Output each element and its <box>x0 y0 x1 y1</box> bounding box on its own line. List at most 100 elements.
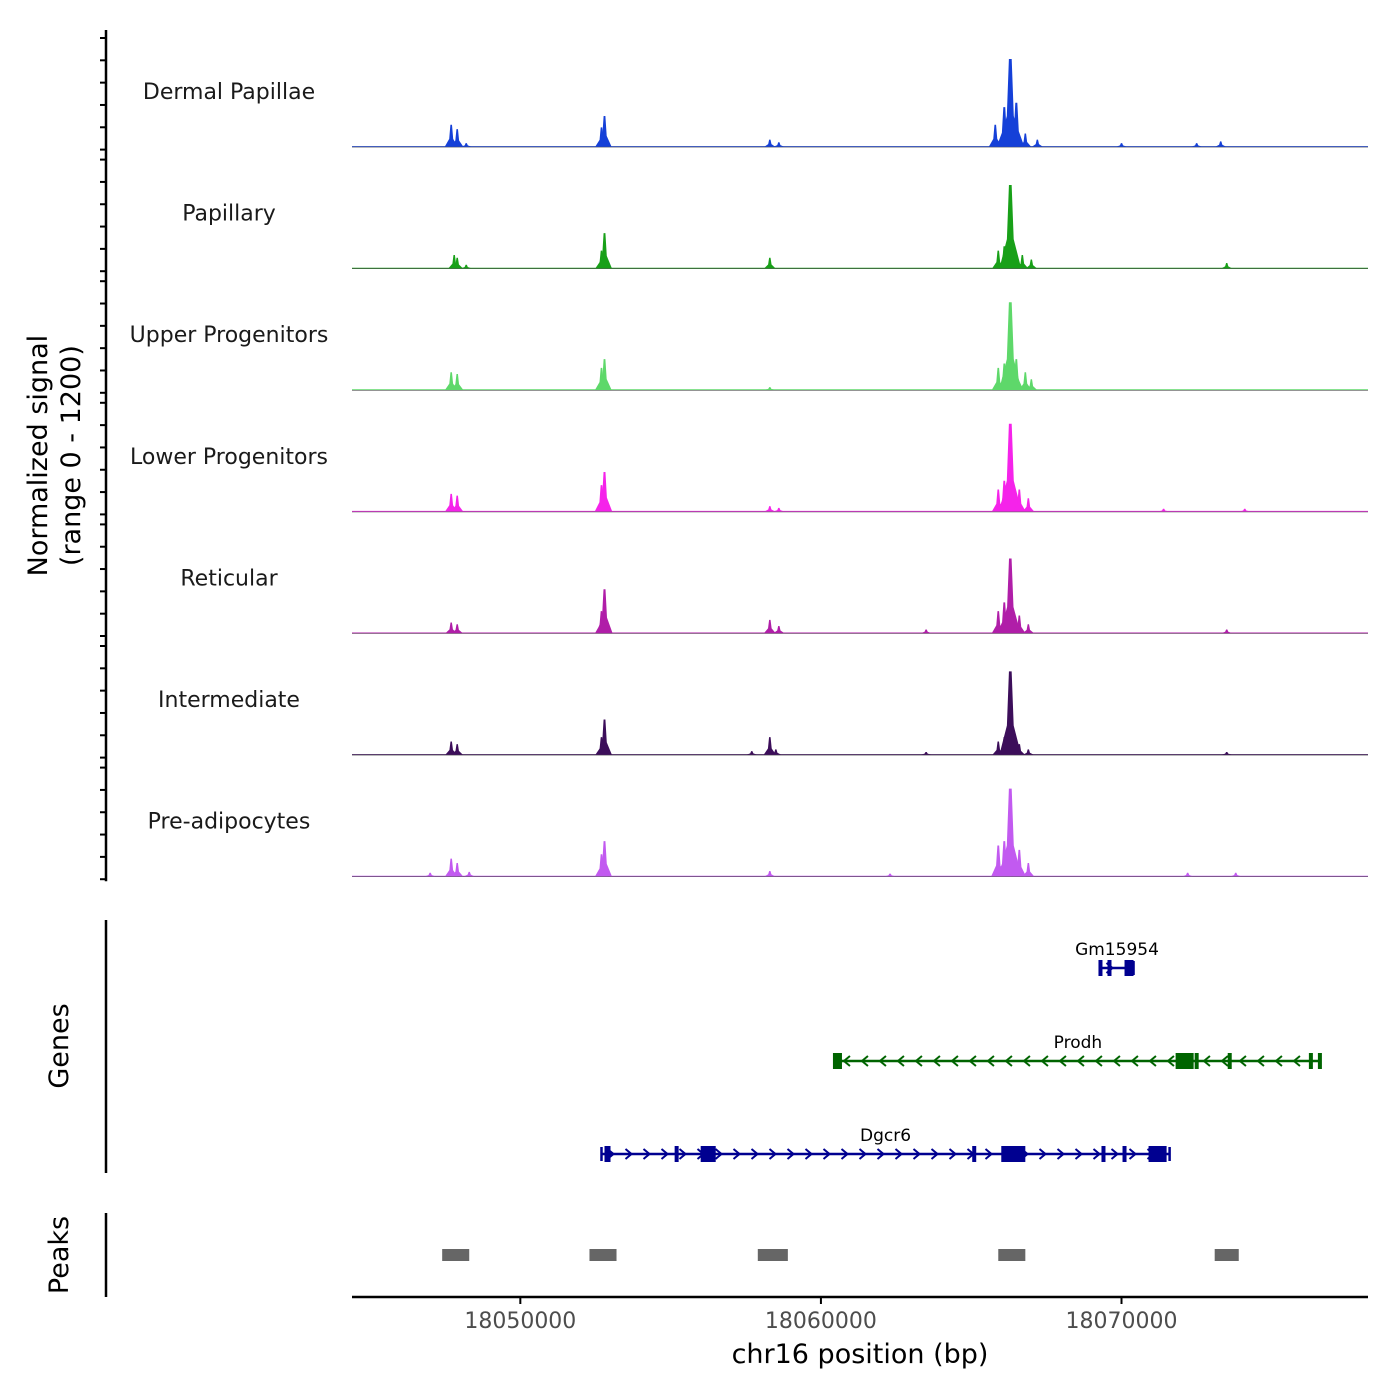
strand-arrow <box>1112 1055 1121 1067</box>
strand-arrow <box>1130 1055 1139 1067</box>
signal-peak <box>451 744 463 755</box>
peak-region <box>757 1249 788 1261</box>
strand-arrow <box>930 1148 940 1160</box>
strand-arrow <box>1128 1148 1138 1160</box>
strand-arrow <box>678 1148 688 1160</box>
strand-arrow <box>878 1055 887 1067</box>
track-reticular: Reticular <box>180 558 1368 634</box>
strand-arrow <box>1040 1055 1049 1067</box>
signal-peak <box>445 372 458 390</box>
exon <box>700 1146 716 1162</box>
strand-arrow <box>842 1055 851 1067</box>
x-axis-title: chr16 position (bp) <box>732 1339 989 1370</box>
strand-arrow <box>822 1148 832 1160</box>
strand-arrow <box>660 1148 670 1160</box>
signal-peak <box>461 264 472 269</box>
peak-region <box>589 1249 617 1261</box>
strand-arrow <box>1292 1055 1301 1067</box>
exon <box>1001 1146 1026 1162</box>
strand-arrow <box>732 1148 742 1160</box>
signal-peak <box>451 374 464 390</box>
strand-arrow <box>896 1055 905 1067</box>
gene-dgcr6: Dgcr6 <box>600 1126 1171 1162</box>
signal-peak <box>597 115 612 147</box>
signal-peak <box>451 257 463 269</box>
exon <box>1175 1053 1194 1069</box>
signal-peak <box>773 507 784 512</box>
signal-peak <box>999 423 1022 512</box>
signal-peak <box>1013 744 1025 755</box>
strand-arrow <box>1004 1055 1013 1067</box>
genes-y-axis: Genes <box>44 920 108 1173</box>
exon <box>1124 960 1134 976</box>
signal-peak <box>770 749 782 755</box>
strand-arrow <box>932 1055 941 1067</box>
exon <box>1148 1146 1167 1162</box>
strand-arrow <box>914 1055 923 1067</box>
signal-peak <box>597 841 612 877</box>
track-label: Intermediate <box>158 688 300 713</box>
strand-arrow <box>1056 1148 1066 1160</box>
signal-peak <box>1116 143 1127 147</box>
x-tick-label: 18060000 <box>765 1309 877 1334</box>
track-pre-adipocytes: Pre-adipocytes <box>148 788 1368 878</box>
signal-peak <box>597 719 612 755</box>
strand-arrow <box>1238 1055 1247 1067</box>
exon-marker <box>972 1146 977 1162</box>
signal-peak <box>764 506 776 512</box>
strand-arrow <box>1110 1148 1120 1160</box>
gene-track: Gm15954 Prodh Dgcr6 <box>600 940 1322 1162</box>
track-label: Papillary <box>182 202 276 227</box>
signal-peak <box>764 387 775 390</box>
signal-peak <box>451 624 463 633</box>
strand-arrow <box>1148 1055 1157 1067</box>
signal-peak <box>1032 139 1043 147</box>
signal-peak <box>999 184 1022 269</box>
signal-peak <box>445 622 457 633</box>
signal-peak <box>885 873 896 877</box>
strand-arrow <box>750 1148 760 1160</box>
signal-peak <box>1239 508 1250 512</box>
strand-arrow <box>1038 1148 1048 1160</box>
genes-axis-title: Genes <box>44 1003 75 1088</box>
track-label: Upper Progenitors <box>130 323 329 348</box>
strand-arrow <box>948 1148 958 1160</box>
signal-peak <box>1000 558 1021 633</box>
signal-peak <box>1221 751 1232 755</box>
signal-peak <box>988 124 1002 147</box>
signal-peak <box>444 124 458 147</box>
strand-arrow <box>1022 1055 1031 1067</box>
signal-peak <box>999 788 1022 877</box>
signal-peak <box>445 858 458 877</box>
signal-axis-title-line2: (range 0 - 1200) <box>56 345 87 566</box>
strand-arrow <box>1220 1055 1229 1067</box>
peaks-axis-title: Peaks <box>44 1216 75 1294</box>
peak-track <box>442 1249 1239 1261</box>
signal-peak <box>1221 262 1232 269</box>
signal-peak <box>1012 849 1027 877</box>
strand-arrow <box>1274 1055 1283 1067</box>
signal-y-axis: Normalized signal(range 0 - 1200) <box>23 30 108 882</box>
signal-peak <box>1221 629 1232 633</box>
track-intermediate: Intermediate <box>158 671 1368 756</box>
signal-peak <box>451 129 464 147</box>
x-axis: 18050000 18060000 18070000 chr16 position (… <box>352 1295 1368 1370</box>
track-upper-progenitors: Upper Progenitors <box>130 302 1368 391</box>
strand-arrow <box>1094 1055 1103 1067</box>
strand-arrow <box>860 1055 869 1067</box>
track-label: Reticular <box>180 566 278 591</box>
gene-label: Dgcr6 <box>860 1126 911 1146</box>
strand-arrow <box>984 1148 994 1160</box>
signal-peak <box>1025 259 1037 269</box>
peak-region <box>998 1249 1026 1261</box>
signal-peak <box>1019 372 1032 390</box>
x-tick-label: 18070000 <box>1066 1309 1178 1334</box>
signal-peak <box>1230 872 1241 877</box>
exon-marker <box>1101 1146 1106 1162</box>
signal-peak <box>1019 133 1032 147</box>
signal-peak <box>1025 379 1037 390</box>
track-label: Lower Progenitors <box>130 445 328 470</box>
strand-arrow <box>986 1055 995 1067</box>
strand-arrow <box>1058 1055 1067 1067</box>
